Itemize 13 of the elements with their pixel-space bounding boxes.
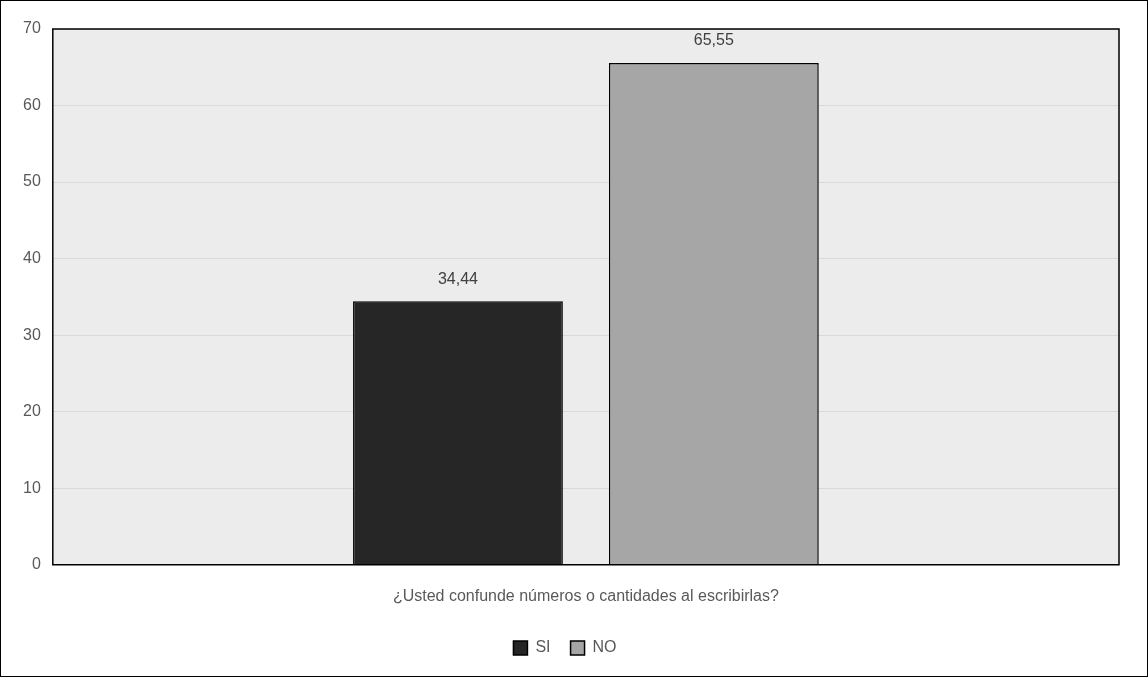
x-tick-label: ¿Usted confunde números o cantidades al escribirlas? (392, 586, 779, 604)
y-tick-label: 0 (31, 555, 41, 573)
data-label: 65,55 (693, 31, 734, 49)
y-tick-label: 70 (23, 19, 41, 37)
y-tick-label: 60 (23, 95, 41, 113)
y-tick-label: 10 (23, 478, 41, 496)
y-tick-label: 50 (23, 172, 41, 190)
y-tick-label: 20 (23, 402, 41, 420)
legend-label: SI (535, 638, 551, 656)
y-tick-label: 40 (23, 249, 41, 267)
data-label: 34,44 (437, 269, 479, 287)
legend-label: NO (592, 638, 617, 656)
y-tick-label: 30 (23, 325, 41, 343)
